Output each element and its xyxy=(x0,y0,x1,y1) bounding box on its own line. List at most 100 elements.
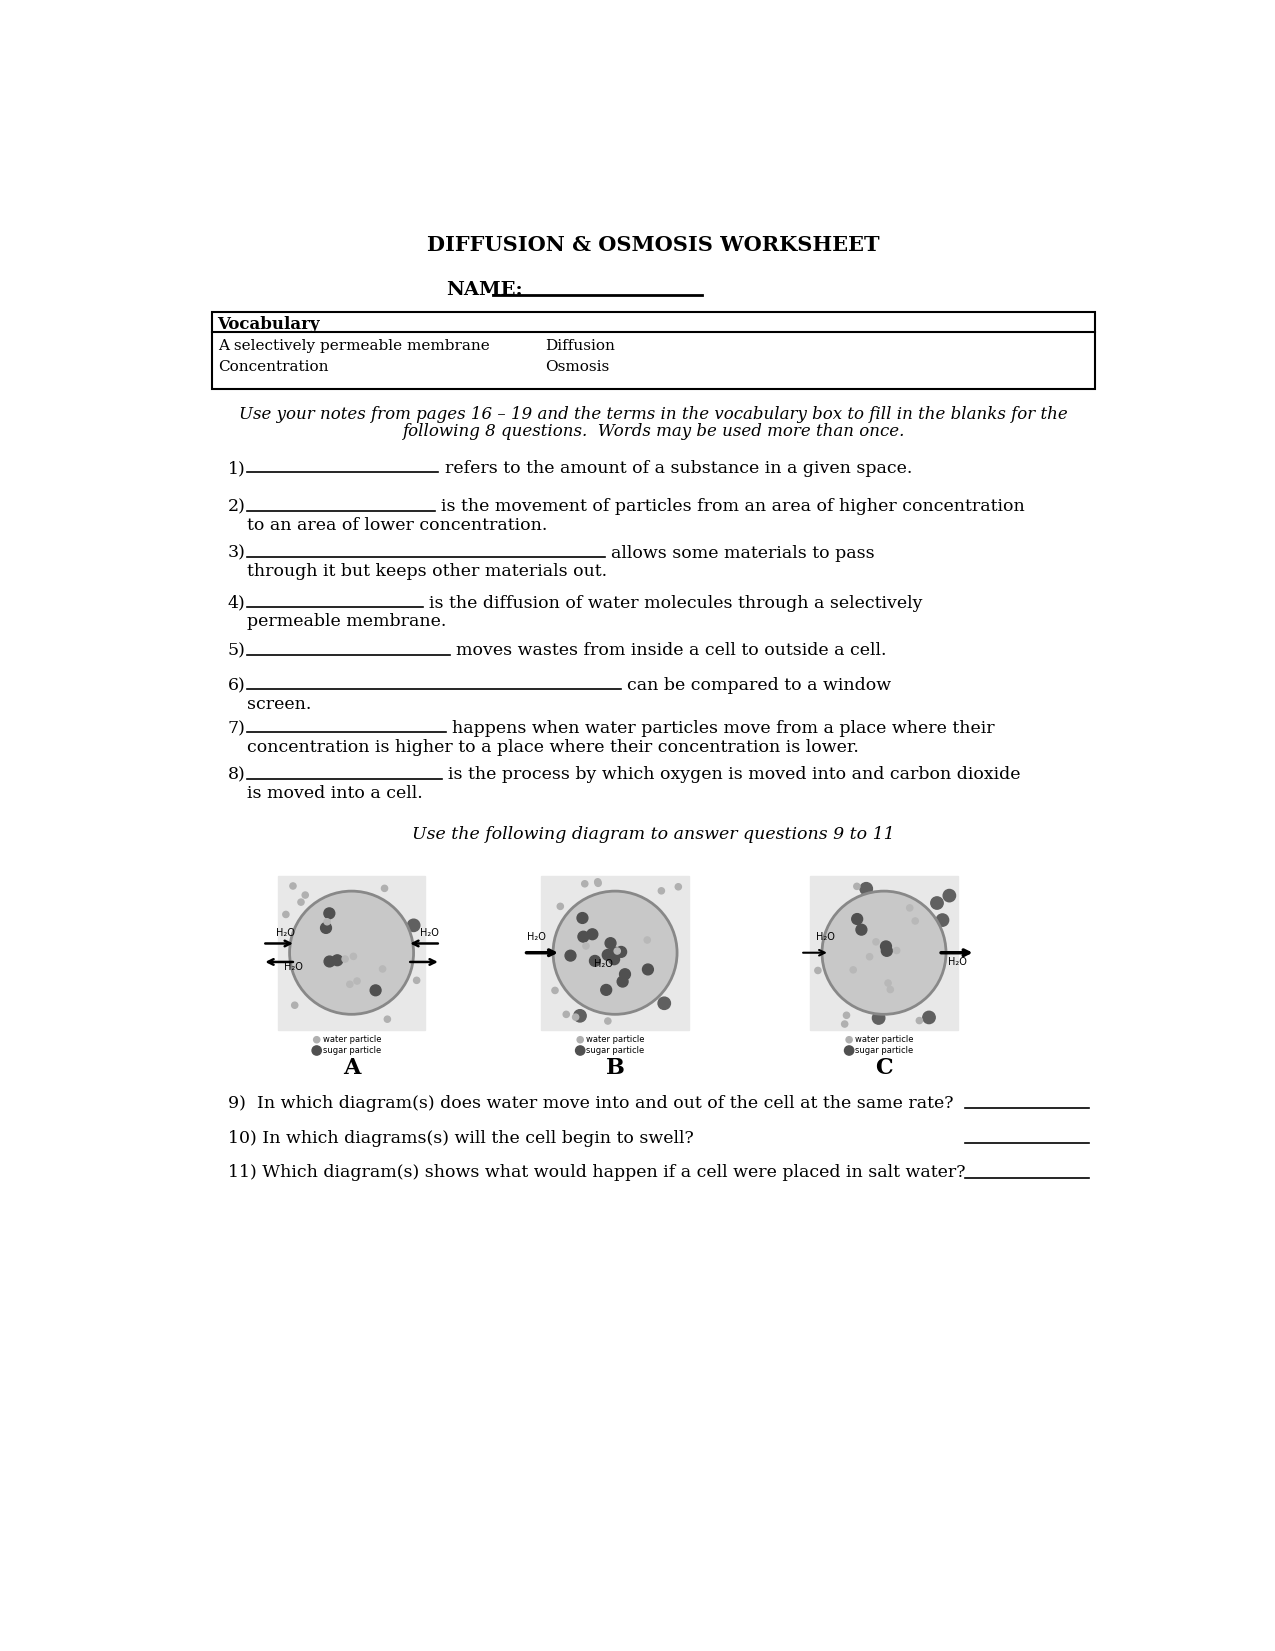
Circle shape xyxy=(856,925,867,934)
Circle shape xyxy=(302,892,309,898)
Circle shape xyxy=(604,1019,611,1024)
Circle shape xyxy=(854,883,859,890)
Text: 1): 1) xyxy=(227,461,245,477)
Text: is moved into a cell.: is moved into a cell. xyxy=(247,784,423,802)
Circle shape xyxy=(881,941,891,951)
Circle shape xyxy=(872,1012,885,1024)
Text: Concentration: Concentration xyxy=(218,360,329,373)
Text: 7): 7) xyxy=(227,720,246,738)
Circle shape xyxy=(944,890,955,901)
Text: Use your notes from pages 16 – 19 and the terms in the vocabulary box to fill in: Use your notes from pages 16 – 19 and th… xyxy=(238,406,1067,423)
Circle shape xyxy=(324,908,335,918)
Bar xyxy=(212,312,1095,390)
Circle shape xyxy=(873,939,878,944)
Bar xyxy=(542,875,688,1030)
Circle shape xyxy=(342,956,348,963)
Text: Osmosis: Osmosis xyxy=(546,360,609,373)
Bar xyxy=(278,875,425,1030)
Circle shape xyxy=(923,1012,935,1024)
Circle shape xyxy=(847,1037,852,1043)
Text: C: C xyxy=(875,1057,892,1078)
Circle shape xyxy=(380,966,385,972)
Text: H₂O: H₂O xyxy=(949,958,966,967)
Circle shape xyxy=(608,949,618,961)
Text: H₂O: H₂O xyxy=(527,933,546,943)
Circle shape xyxy=(594,878,601,885)
Text: 4): 4) xyxy=(227,594,245,611)
Circle shape xyxy=(861,883,872,895)
Circle shape xyxy=(586,930,598,939)
Text: H₂O: H₂O xyxy=(277,928,295,938)
Text: Diffusion: Diffusion xyxy=(546,338,616,353)
Circle shape xyxy=(595,880,602,887)
Circle shape xyxy=(332,954,343,966)
Circle shape xyxy=(384,1015,390,1022)
Circle shape xyxy=(917,1017,923,1024)
Circle shape xyxy=(609,948,621,958)
Circle shape xyxy=(578,913,588,923)
Text: is the movement of particles from an area of higher concentration: is the movement of particles from an are… xyxy=(441,499,1024,515)
Circle shape xyxy=(553,892,677,1014)
Text: sugar particle: sugar particle xyxy=(856,1047,914,1055)
Text: permeable membrane.: permeable membrane. xyxy=(247,613,446,631)
Circle shape xyxy=(312,1045,321,1055)
Text: H₂O: H₂O xyxy=(419,928,439,938)
Text: water particle: water particle xyxy=(586,1035,645,1043)
Circle shape xyxy=(408,920,419,931)
Text: H₂O: H₂O xyxy=(594,959,613,969)
Circle shape xyxy=(292,1002,298,1009)
Circle shape xyxy=(842,1020,848,1027)
Text: through it but keeps other materials out.: through it but keeps other materials out… xyxy=(247,563,607,580)
Circle shape xyxy=(347,981,353,987)
Text: 6): 6) xyxy=(227,677,245,693)
Circle shape xyxy=(351,953,357,959)
Circle shape xyxy=(324,918,330,925)
Text: H₂O: H₂O xyxy=(284,961,303,972)
Text: A selectively permeable membrane: A selectively permeable membrane xyxy=(218,338,490,353)
Circle shape xyxy=(894,948,900,954)
Text: screen.: screen. xyxy=(247,695,311,713)
Circle shape xyxy=(575,1045,585,1055)
Text: happens when water particles move from a place where their: happens when water particles move from a… xyxy=(453,720,994,738)
Circle shape xyxy=(324,956,335,967)
Circle shape xyxy=(381,885,388,892)
Circle shape xyxy=(589,956,601,966)
Circle shape xyxy=(867,954,872,959)
Circle shape xyxy=(852,913,863,925)
Circle shape xyxy=(557,903,564,910)
Circle shape xyxy=(574,1010,586,1022)
Text: 3): 3) xyxy=(227,545,246,561)
Text: 9)  In which diagram(s) does water move into and out of the cell at the same rat: 9) In which diagram(s) does water move i… xyxy=(227,1095,954,1113)
Circle shape xyxy=(581,880,588,887)
Text: concentration is higher to a place where their concentration is lower.: concentration is higher to a place where… xyxy=(247,738,859,756)
Circle shape xyxy=(608,951,618,961)
Circle shape xyxy=(572,1014,579,1020)
Circle shape xyxy=(616,946,626,958)
Circle shape xyxy=(936,915,949,926)
Text: water particle: water particle xyxy=(323,1035,381,1043)
Circle shape xyxy=(844,1045,854,1055)
Circle shape xyxy=(617,976,629,987)
Circle shape xyxy=(885,981,891,986)
Circle shape xyxy=(298,900,305,905)
Circle shape xyxy=(606,938,616,949)
Circle shape xyxy=(601,984,612,996)
Circle shape xyxy=(370,986,381,996)
Circle shape xyxy=(907,905,913,911)
Circle shape xyxy=(658,997,671,1009)
Circle shape xyxy=(565,951,576,961)
Text: is the diffusion of water molecules through a selectively: is the diffusion of water molecules thro… xyxy=(430,594,923,611)
Text: 8): 8) xyxy=(227,766,245,783)
Circle shape xyxy=(887,986,894,992)
Circle shape xyxy=(283,911,289,918)
Circle shape xyxy=(658,888,664,893)
Bar xyxy=(811,875,958,1030)
Circle shape xyxy=(850,967,857,972)
Text: H₂O: H₂O xyxy=(816,933,835,943)
Circle shape xyxy=(843,1012,849,1019)
Circle shape xyxy=(643,964,653,974)
Circle shape xyxy=(289,892,413,1014)
Text: refers to the amount of a substance in a given space.: refers to the amount of a substance in a… xyxy=(445,461,912,477)
Text: 5): 5) xyxy=(227,642,246,659)
Circle shape xyxy=(578,1037,583,1043)
